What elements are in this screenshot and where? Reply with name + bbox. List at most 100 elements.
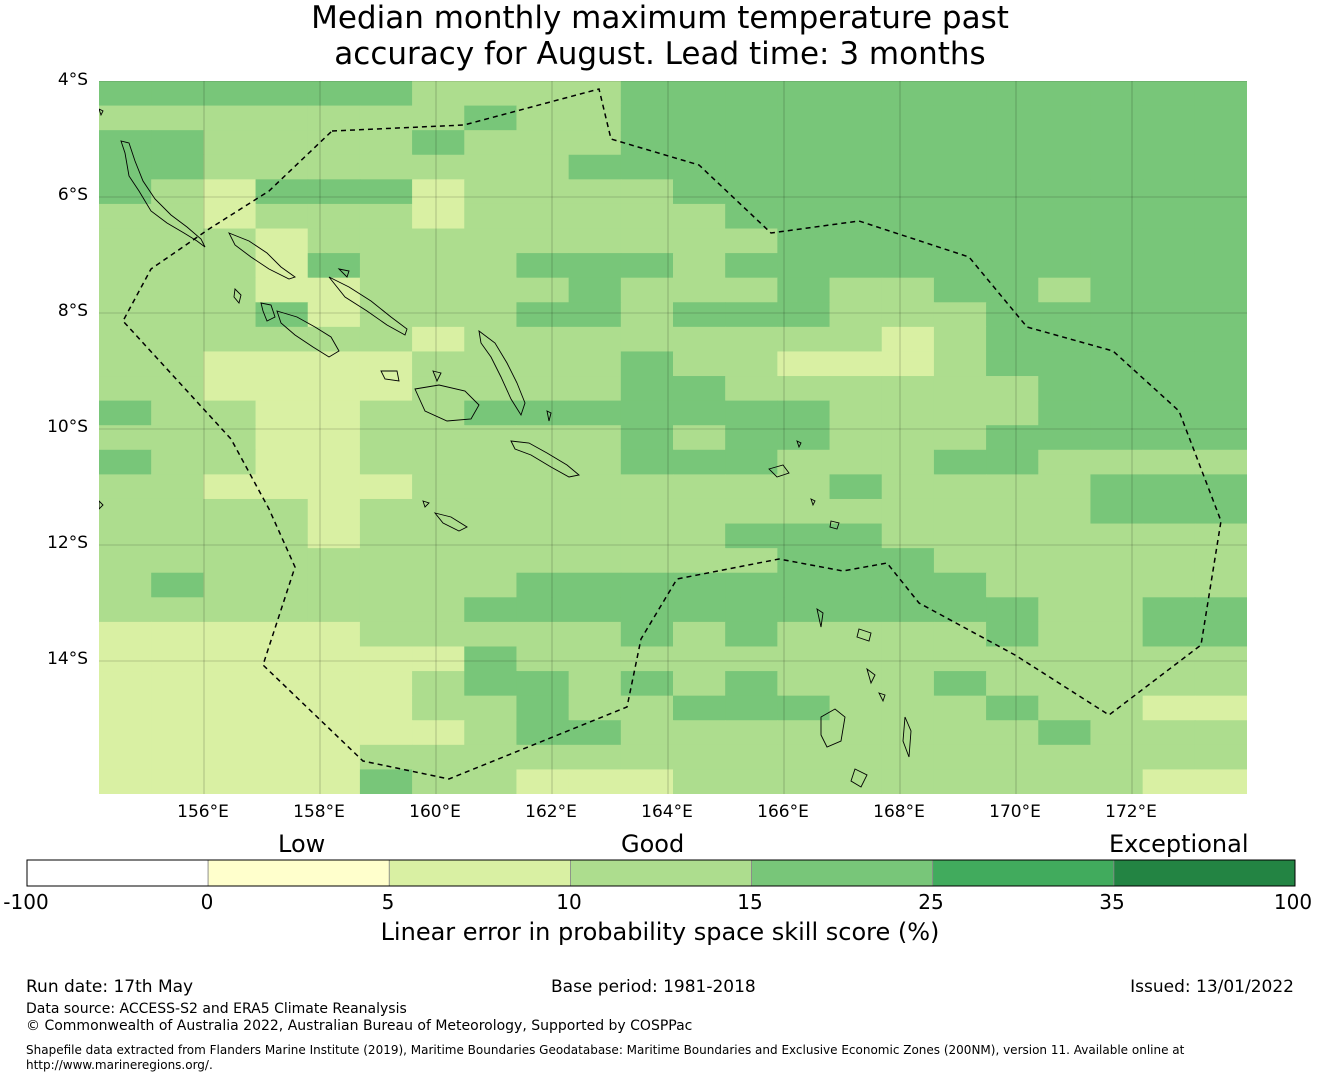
grid-cell: [307, 548, 361, 574]
grid-cell: [464, 572, 518, 598]
grid-cell: [99, 523, 152, 549]
grid-cell: [516, 81, 570, 107]
grid-cell: [359, 744, 413, 771]
grid-cell: [933, 449, 987, 475]
grid-cell: [464, 253, 518, 279]
grid-cell: [203, 744, 257, 771]
grid-cell: [1038, 769, 1092, 794]
grid-cell: [99, 572, 152, 598]
grid-cell: [986, 400, 1039, 426]
grid-cell: [933, 720, 987, 746]
grid-cell: [412, 769, 465, 794]
grid-cell: [777, 130, 831, 156]
grid-cell: [881, 498, 935, 525]
grid-cell: [933, 474, 987, 500]
grid-cell: [464, 523, 518, 549]
grid-cell: [1142, 646, 1196, 672]
grid-cell: [568, 81, 622, 107]
grid-cell: [620, 81, 674, 107]
grid-cell: [933, 81, 987, 107]
grid-cell: [1142, 376, 1196, 402]
grid-cell: [1038, 572, 1092, 598]
grid-cell: [829, 302, 883, 328]
grid-cell: [620, 597, 674, 623]
grid-cell: [1194, 81, 1247, 107]
grid-cell: [777, 646, 831, 672]
grid-cell: [986, 326, 1039, 353]
grid-cell: [568, 105, 622, 131]
grid-cell: [620, 130, 674, 156]
grid-cell: [777, 179, 831, 205]
grid-cell: [725, 351, 778, 377]
grid-cell: [673, 203, 726, 230]
grid-cell: [99, 130, 152, 156]
grid-cell: [412, 695, 465, 721]
lat-label-14s: 14°S: [47, 649, 88, 669]
grid-cell: [307, 695, 361, 721]
grid-cell: [516, 105, 570, 131]
grid-cell: [986, 695, 1039, 721]
grid-cell: [620, 449, 674, 475]
grid-cell: [673, 695, 726, 721]
grid-cell: [881, 425, 935, 451]
grid-cell: [725, 179, 778, 205]
grid-cell: [1038, 449, 1092, 475]
grid-cell: [99, 326, 152, 353]
grid-cell: [568, 154, 622, 180]
eez-boundary: [122, 88, 1222, 780]
grid-cell: [99, 351, 152, 377]
grid-cell: [516, 130, 570, 156]
grid-cell: [777, 253, 831, 279]
grid-cell: [151, 646, 204, 672]
grid-cell: [829, 154, 883, 180]
grid-cell: [151, 597, 204, 623]
grid-cell: [99, 744, 152, 771]
grid-cell: [255, 326, 309, 353]
grid-cell: [151, 81, 204, 107]
grid-cell: [359, 228, 413, 254]
grid-cell: [620, 548, 674, 574]
grid-cell: [203, 179, 257, 205]
grid-cell: [516, 203, 570, 230]
grid-cell: [725, 695, 778, 721]
grid-cell: [151, 179, 204, 205]
grid-cell: [464, 277, 518, 303]
grid-cell: [1090, 277, 1144, 303]
grid-cell: [1194, 351, 1247, 377]
grid-cell: [99, 646, 152, 672]
grid-cell: [203, 228, 257, 254]
grid-cell: [359, 597, 413, 623]
grid-cell: [1038, 253, 1092, 279]
grid-cell: [1090, 474, 1144, 500]
grid-cell: [1038, 179, 1092, 205]
grid-cell: [151, 203, 204, 230]
grid-cell: [1090, 572, 1144, 598]
grid-cell: [151, 769, 204, 794]
grid-cell: [568, 302, 622, 328]
grid-cell: [568, 326, 622, 353]
grid-cell: [464, 695, 518, 721]
grid-cell: [568, 720, 622, 746]
lon-label-166e: 166°E: [757, 802, 809, 822]
legend-category-good: Good: [621, 830, 685, 858]
grid-cell: [255, 597, 309, 623]
grid-cell: [1090, 425, 1144, 451]
grid-cell: [673, 548, 726, 574]
grid-cell: [307, 671, 361, 697]
grid-cell: [986, 498, 1039, 525]
base-period: Base period: 1981-2018: [551, 977, 756, 997]
grid-cell: [568, 769, 622, 794]
grid-cell: [151, 228, 204, 254]
grid-cell: [829, 277, 883, 303]
grid-cell: [307, 646, 361, 672]
grid-cell: [1194, 769, 1247, 794]
grid-cell: [516, 769, 570, 794]
grid-cell: [307, 474, 361, 500]
grid-cell: [1038, 548, 1092, 574]
grid-cell: [881, 695, 935, 721]
grid-cell: [412, 720, 465, 746]
grid-cell: [99, 425, 152, 451]
grid-cell: [829, 228, 883, 254]
grid-cell: [464, 621, 518, 648]
grid-cell: [307, 81, 361, 107]
